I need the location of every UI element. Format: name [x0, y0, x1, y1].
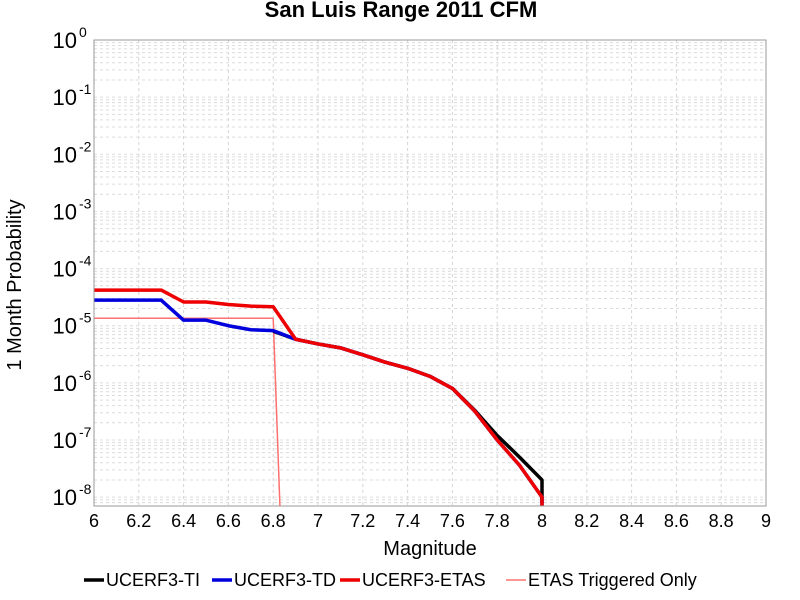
y-tick-label: 10 -4 — [53, 253, 92, 282]
x-tick-label: 7.6 — [440, 511, 465, 531]
x-tick-label: 8.6 — [664, 511, 689, 531]
y-tick-label: 10 -7 — [53, 424, 92, 453]
x-tick-label: 7.2 — [350, 511, 375, 531]
y-tick-label: 10 -5 — [53, 310, 92, 339]
y-tick-exponent: -7 — [79, 424, 92, 440]
y-tick-exponent: -3 — [79, 195, 92, 211]
y-tick-exponent: -2 — [79, 138, 92, 154]
x-tick-label: 6.2 — [126, 511, 151, 531]
x-tick-label: 8.8 — [709, 511, 734, 531]
legend-label: ETAS Triggered Only — [528, 570, 697, 590]
y-tick-exponent: -5 — [79, 310, 92, 326]
y-tick-base: 10 — [53, 485, 77, 510]
legend-label: UCERF3-TI — [106, 570, 200, 590]
x-tick-label: 7 — [313, 511, 323, 531]
y-tick-exponent: -8 — [79, 481, 92, 497]
y-tick-base: 10 — [53, 28, 77, 53]
x-tick-label: 9 — [761, 511, 771, 531]
y-tick-base: 10 — [53, 199, 77, 224]
x-axis-ticks: 6 6.2 6.4 6.6 6.8 7 7.2 7.4 7.6 7.8 8 8.2 8.4 8.6 8.8 9 — [89, 511, 771, 531]
series-layer — [94, 288, 544, 507]
x-tick-label: 6.8 — [261, 511, 286, 531]
y-tick-base: 10 — [53, 257, 77, 282]
plot-frame — [93, 39, 767, 507]
x-axis-label: Magnitude — [383, 538, 476, 560]
y-tick-exponent: 0 — [79, 24, 87, 40]
y-tick-exponent: -1 — [79, 81, 92, 97]
y-tick-label: 10 -1 — [53, 81, 92, 110]
y-tick-base: 10 — [53, 142, 77, 167]
series-line-ucerf3-ti — [272, 329, 544, 503]
y-tick-label: 10 -6 — [53, 367, 92, 396]
grid — [94, 40, 766, 507]
y-tick-exponent: -6 — [79, 367, 92, 383]
y-tick-base: 10 — [53, 85, 77, 110]
legend: UCERF3-TI UCERF3-TD UCERF3-ETAS ETAS Trigge… — [84, 570, 697, 590]
series-line-etas-triggered-only — [94, 317, 281, 507]
y-tick-exponent: -4 — [79, 253, 92, 269]
x-tick-label: 8.4 — [619, 511, 644, 531]
series-line-ucerf3-etas — [94, 288, 544, 506]
y-tick-label: 10 -8 — [53, 481, 92, 510]
legend-label: UCERF3-ETAS — [362, 570, 486, 590]
x-tick-label: 6.4 — [171, 511, 196, 531]
y-tick-base: 10 — [53, 371, 77, 396]
y-tick-label: 10 0 — [53, 24, 87, 53]
chart-title: San Luis Range 2011 CFM — [265, 0, 538, 22]
x-tick-label: 7.8 — [485, 511, 510, 531]
x-tick-label: 6 — [89, 511, 99, 531]
y-tick-base: 10 — [53, 314, 77, 339]
y-tick-base: 10 — [53, 428, 77, 453]
x-tick-label: 8.2 — [574, 511, 599, 531]
y-tick-label: 10 -2 — [53, 138, 92, 167]
legend-label: UCERF3-TD — [234, 570, 336, 590]
y-tick-label: 10 -3 — [53, 195, 92, 224]
x-tick-label: 8 — [537, 511, 547, 531]
x-tick-label: 6.6 — [216, 511, 241, 531]
x-tick-label: 7.4 — [395, 511, 420, 531]
y-axis-label: 1 Month Probability — [4, 199, 26, 370]
